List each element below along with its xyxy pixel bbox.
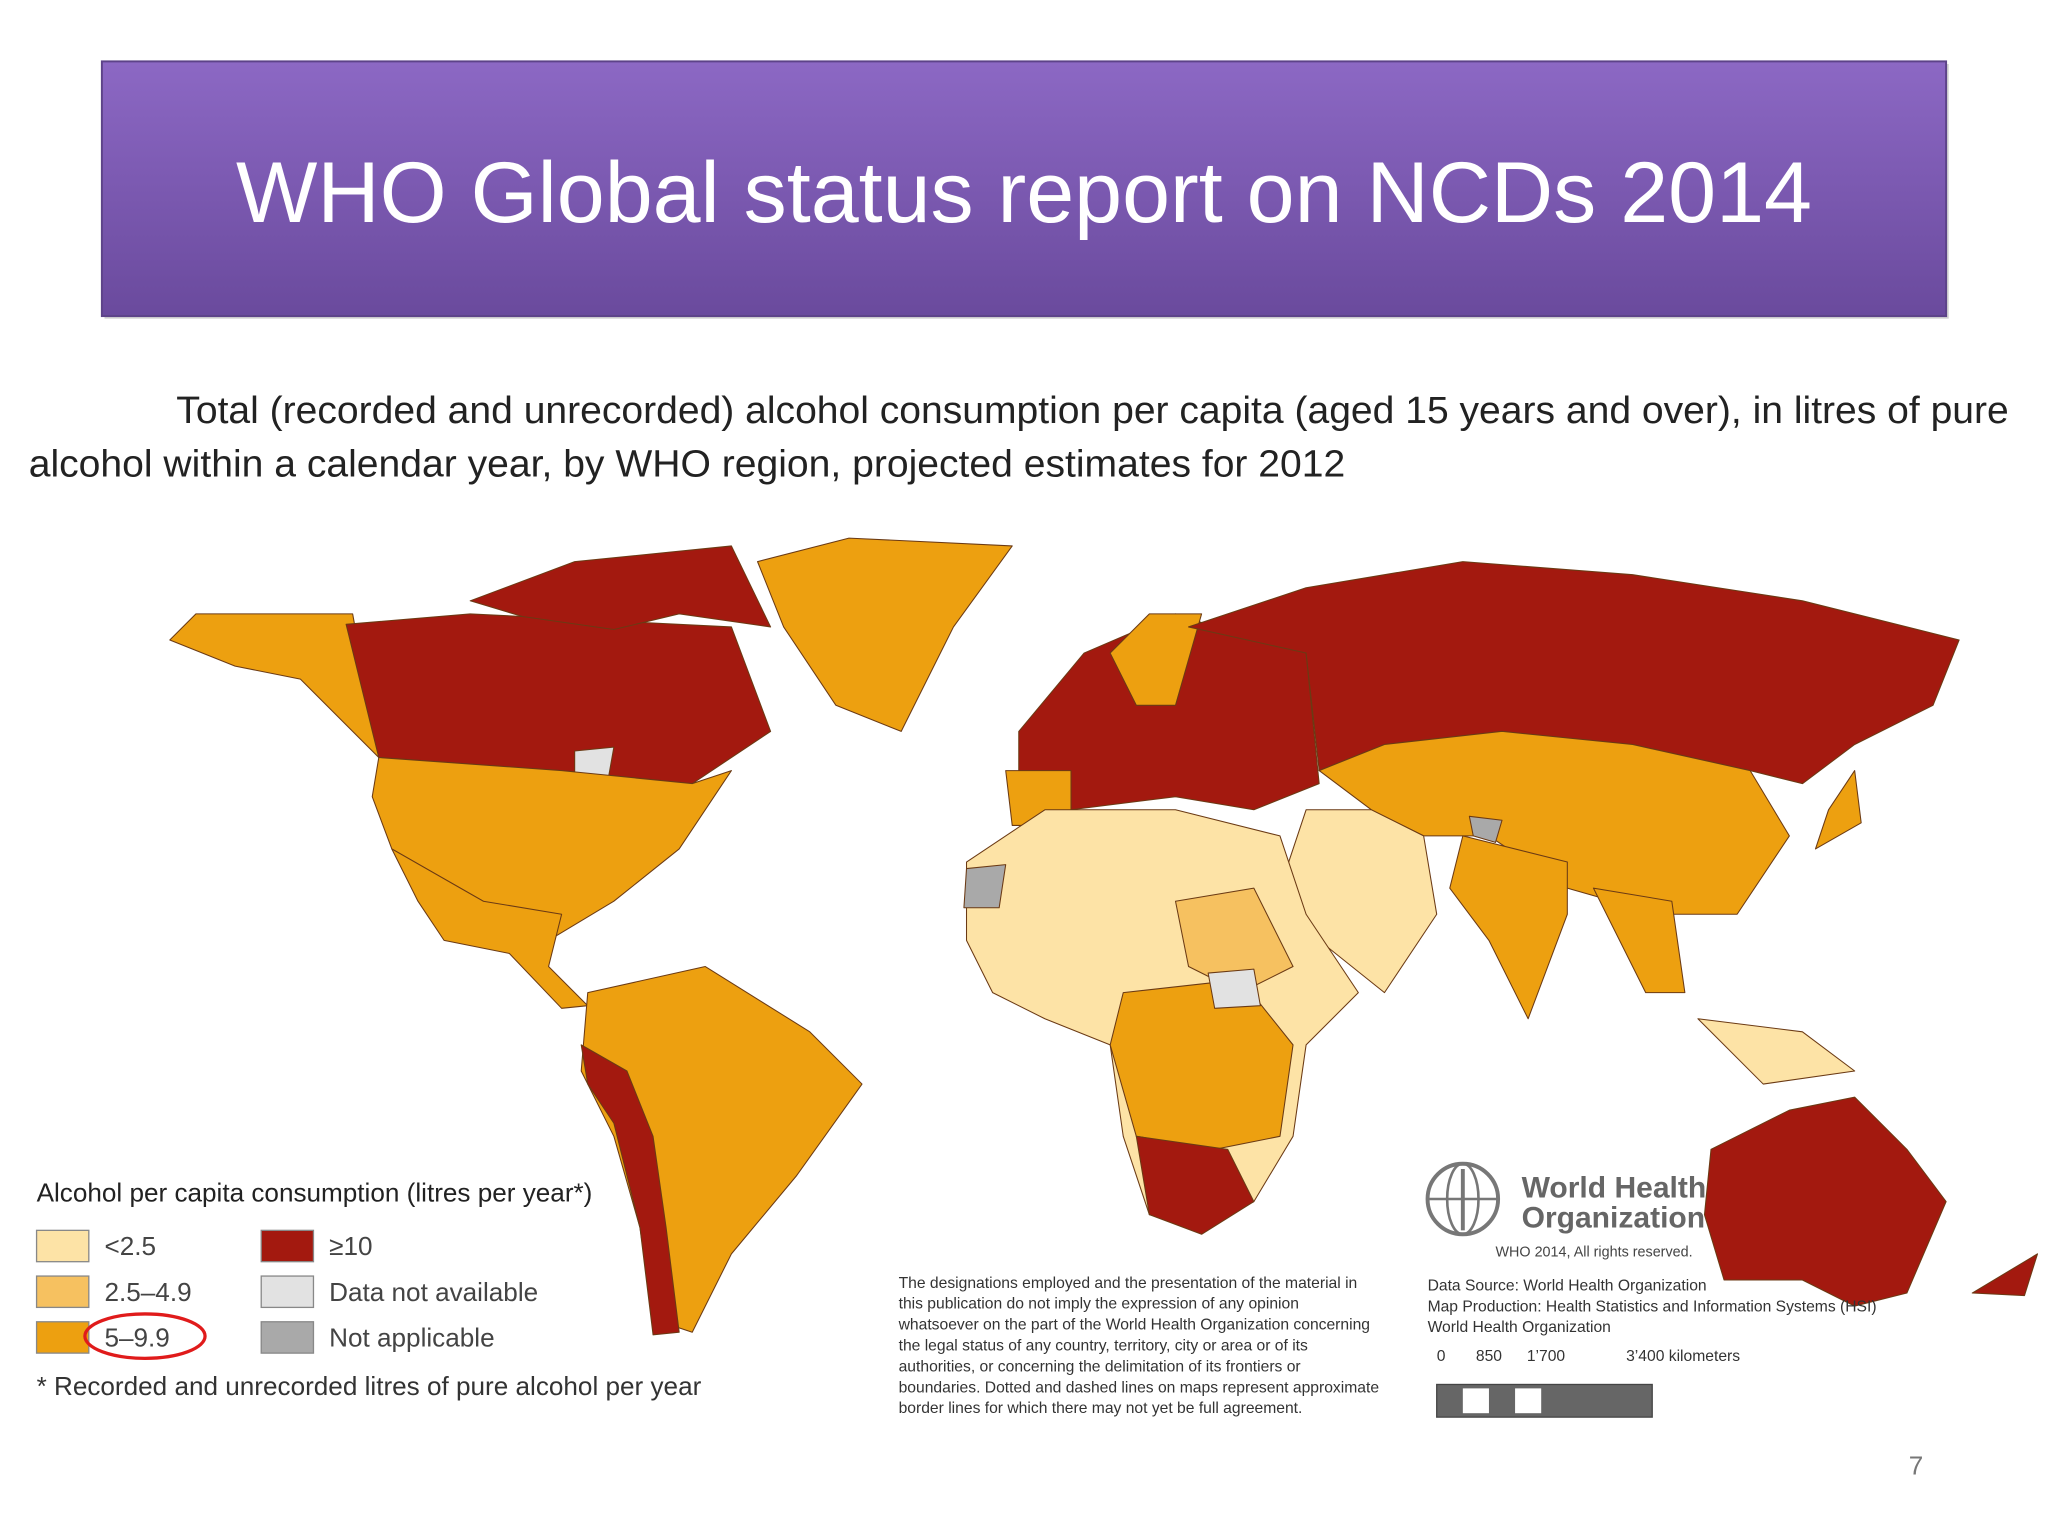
legend-swatch xyxy=(35,1275,90,1309)
legend-swatch xyxy=(35,1229,90,1263)
legend-swatch xyxy=(35,1321,90,1354)
region xyxy=(1207,968,1261,1009)
legend-footnote: * Recorded and unrecorded litres of pure… xyxy=(37,1371,702,1401)
copyright: WHO 2014, All rights reserved. xyxy=(1495,1244,1692,1260)
logo-line: World Health xyxy=(1522,1172,1707,1205)
region xyxy=(391,848,589,1009)
legend-label: 2.5–4.9 xyxy=(104,1277,191,1307)
source-line: World Health Organization xyxy=(1428,1319,1611,1336)
legend-label: Data not available xyxy=(329,1277,538,1307)
legend-title: Alcohol per capita consumption (litres p… xyxy=(37,1178,593,1208)
page-number: 7 xyxy=(1909,1451,1924,1481)
region xyxy=(1174,887,1294,994)
region xyxy=(963,864,1007,909)
disclaimer-line: The designations employed and the presen… xyxy=(899,1275,1358,1292)
region xyxy=(580,1044,680,1336)
region xyxy=(169,613,380,759)
logo-line: Organization xyxy=(1522,1202,1706,1235)
scale-bar: 0 850 1’700 3’400 kilometers xyxy=(1436,1348,1740,1418)
disclaimer-line: the legal status of any country, territo… xyxy=(899,1338,1308,1355)
scale-label: 850 xyxy=(1476,1348,1502,1365)
region xyxy=(1814,770,1862,850)
highlight-circle xyxy=(83,1312,207,1360)
banner xyxy=(100,60,1948,318)
region xyxy=(1703,1096,1947,1307)
world-map xyxy=(169,537,2039,1336)
region xyxy=(757,537,1013,732)
legend-swatch xyxy=(260,1275,315,1309)
source-line: Data Source: World Health Organization xyxy=(1428,1277,1707,1294)
subtitle: alcohol within a calendar year, by WHO r… xyxy=(29,444,1346,486)
disclaimer-line: whatsoever on the part of the World Heal… xyxy=(898,1317,1370,1334)
region xyxy=(469,545,772,631)
region xyxy=(1971,1253,2039,1297)
scale-label: 1’700 xyxy=(1527,1348,1566,1365)
disclaimer-line: this publication do not imply the expres… xyxy=(899,1296,1299,1313)
disclaimer-line: boundaries. Dotted and dashed lines on m… xyxy=(899,1379,1380,1396)
legend: <2.5 2.5–4.9 5–9.9 ≥10 Data not available Not… xyxy=(35,1229,538,1354)
source-line: Map Production: Health Statistics and In… xyxy=(1428,1298,1877,1315)
legend-label: 5–9.9 xyxy=(104,1323,169,1353)
disclaimer-line: border lines for which there may not yet… xyxy=(899,1400,1303,1417)
subtitle: Total (recorded and unrecorded) alcohol … xyxy=(176,390,2008,432)
legend-swatch xyxy=(260,1321,315,1354)
content: WHO Global status report on NCDs 2014 To… xyxy=(29,60,2039,1481)
scale-label: 3’400 kilometers xyxy=(1626,1348,1740,1365)
region xyxy=(1135,1135,1255,1235)
region xyxy=(1109,613,1203,706)
region xyxy=(1592,887,1686,994)
region xyxy=(1697,1018,1856,1085)
disclaimer-line: authorities, or concerning the delimitat… xyxy=(899,1358,1301,1375)
legend-label: <2.5 xyxy=(104,1231,156,1261)
region xyxy=(345,613,772,785)
region xyxy=(371,757,732,941)
disclaimer: The designations employed and the presen… xyxy=(898,1275,1380,1417)
who-logo xyxy=(1425,1161,1501,1237)
legend-label: Not applicable xyxy=(329,1323,494,1353)
scale-label: 0 xyxy=(1437,1348,1446,1365)
legend-swatch xyxy=(260,1229,315,1263)
legend-label: ≥10 xyxy=(329,1231,372,1261)
data-source: Data Source: World Health Organization Ma… xyxy=(1428,1277,1877,1336)
slide-title: WHO Global status report on NCDs 2014 xyxy=(236,145,1812,241)
region xyxy=(1449,835,1568,1020)
region xyxy=(1468,815,1503,843)
